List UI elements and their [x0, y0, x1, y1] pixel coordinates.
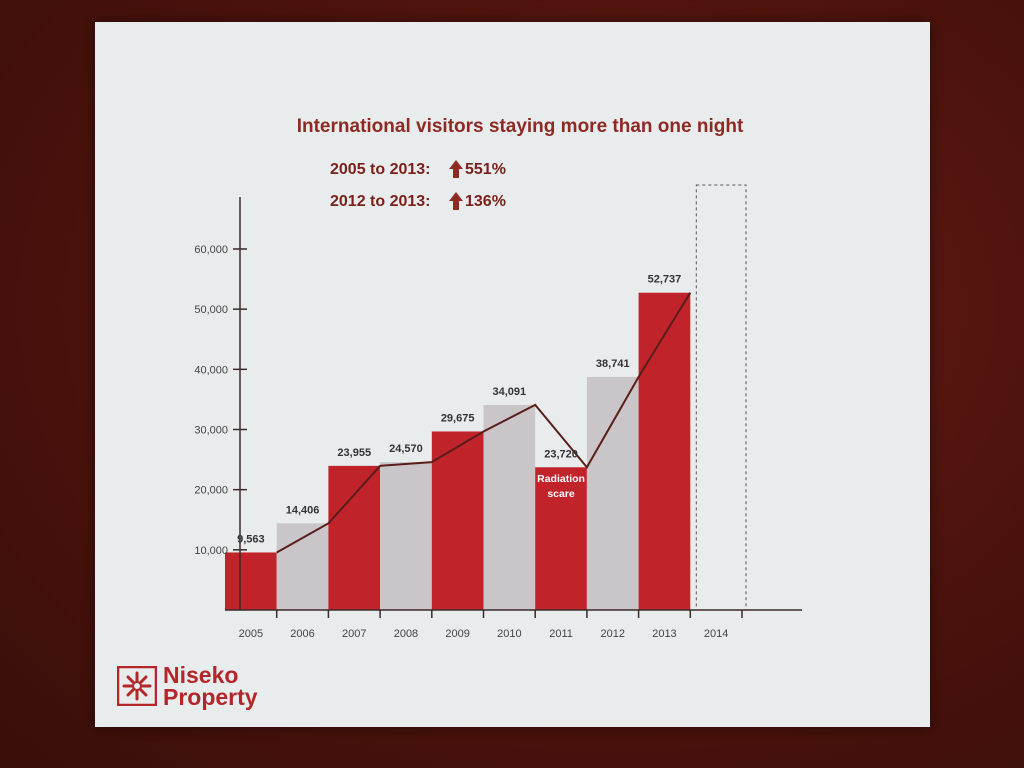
y-tick-label-60000: 60,000 — [194, 244, 228, 256]
stat-change-1: 551% — [465, 161, 506, 178]
y-tick-label-40000: 40,000 — [194, 364, 228, 376]
x-tick-label-2005: 2005 — [239, 628, 263, 640]
y-tick-label-20000: 20,000 — [194, 485, 228, 497]
logo-line-1: Niseko — [163, 662, 239, 688]
data-label-2013: 52,737 — [648, 274, 682, 286]
slide: International visitors staying more than… — [95, 22, 930, 727]
data-label-2010: 34,091 — [493, 386, 527, 398]
x-tick-label-2007: 2007 — [342, 628, 366, 640]
data-label-2011: 23,720 — [544, 448, 578, 460]
bar-placeholder-2014 — [695, 184, 747, 611]
bar-chart: International visitors staying more than… — [194, 116, 802, 640]
bar-2007 — [328, 465, 381, 610]
x-tick-label-2013: 2013 — [652, 628, 676, 640]
x-tick-label-2009: 2009 — [445, 628, 469, 640]
x-tick-label-2012: 2012 — [601, 628, 625, 640]
bar-2005 — [225, 552, 277, 610]
bar-2012 — [586, 376, 639, 610]
stat-period-1: 2005 to 2013: — [330, 161, 431, 178]
bar-2006 — [276, 523, 329, 610]
data-label-2005: 9,563 — [237, 533, 265, 545]
data-label-2012: 38,741 — [596, 358, 630, 370]
stat-change-2: 136% — [465, 193, 506, 210]
x-tick-label-2006: 2006 — [290, 628, 314, 640]
bar-2011 — [535, 467, 587, 610]
data-label-2009: 29,675 — [441, 412, 475, 424]
annotation-line-1: Radiation — [537, 473, 585, 485]
y-tick-label-30000: 30,000 — [194, 425, 228, 437]
plot-area: 10,000 20,000 30,000 40,000 50,000 60,000 2005… — [194, 184, 802, 640]
annotation-line-2: scare — [547, 488, 575, 500]
bar-2010 — [483, 404, 536, 610]
data-label-2007: 23,955 — [337, 447, 371, 459]
up-arrow-icon — [449, 160, 463, 178]
chart-title: International visitors staying more than… — [297, 116, 744, 137]
bar-2008 — [380, 462, 432, 610]
data-label-2006: 14,406 — [286, 504, 320, 516]
trend-line — [276, 292, 692, 554]
bar-2013 — [638, 292, 691, 610]
y-tick-label-10000: 10,000 — [194, 545, 228, 557]
niseko-property-logo: Niseko Property — [117, 662, 258, 710]
up-arrow-icon — [449, 192, 463, 210]
x-tick-label-2010: 2010 — [497, 628, 521, 640]
x-tick-label-2011: 2011 — [549, 628, 573, 640]
stat-line-1: 2005 to 2013: 551% — [330, 160, 506, 178]
x-tick-label-2008: 2008 — [394, 628, 418, 640]
x-tick-label-2014: 2014 — [704, 628, 728, 640]
logo-text: Niseko Property — [163, 662, 258, 710]
snowflake-logo-icon — [117, 666, 157, 706]
bar-2009 — [431, 431, 484, 610]
data-label-2008: 24,570 — [389, 443, 423, 455]
logo-line-2: Property — [163, 684, 258, 710]
y-tick-label-50000: 50,000 — [194, 304, 228, 316]
stat-period-2: 2012 to 2013: — [330, 193, 431, 210]
stat-line-2: 2012 to 2013: 136% — [330, 192, 506, 210]
